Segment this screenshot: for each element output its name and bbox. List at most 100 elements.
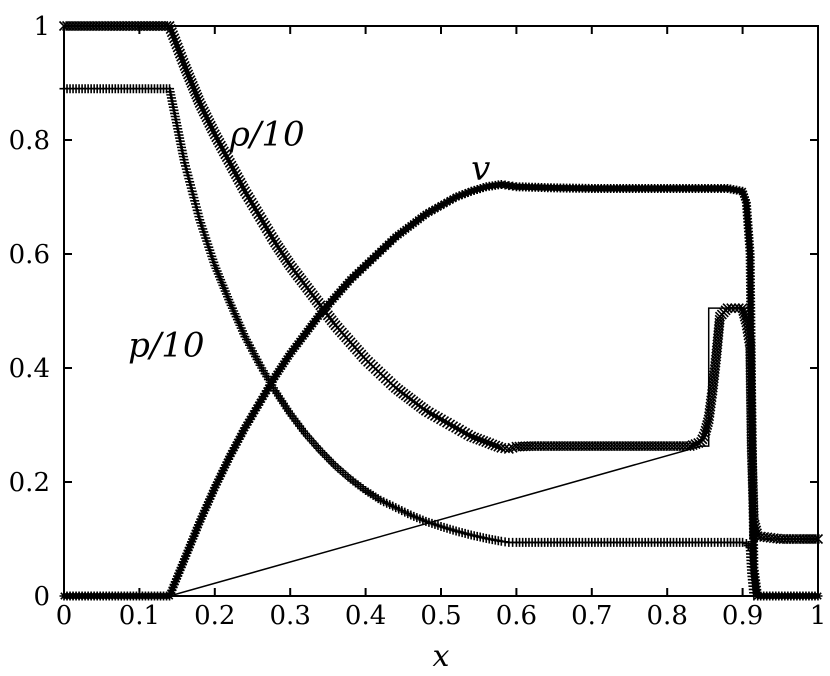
data-point-velocity xyxy=(229,443,239,453)
data-point-density xyxy=(256,214,267,225)
data-point-pressure xyxy=(326,457,336,467)
data-point-velocity xyxy=(194,520,204,530)
data-point-density xyxy=(218,146,229,157)
data-point-velocity xyxy=(189,531,199,541)
data-point-velocity xyxy=(214,474,224,484)
data-point-density xyxy=(687,440,698,451)
data-point-density xyxy=(438,415,450,427)
data-point-velocity xyxy=(165,591,175,601)
data-point-velocity xyxy=(173,571,183,581)
data-point-velocity xyxy=(243,417,253,427)
data-point-velocity xyxy=(469,185,479,195)
data-point-velocity xyxy=(427,206,437,216)
x-tick-label: 0.5 xyxy=(420,601,461,631)
data-point-velocity xyxy=(433,202,443,212)
annotations: ρ/10 v p/10 xyxy=(128,115,490,366)
data-point-density xyxy=(469,432,480,443)
data-point-velocity xyxy=(222,457,232,467)
data-point-velocity xyxy=(217,468,227,478)
data-point-velocity xyxy=(258,392,268,401)
data-point-velocity xyxy=(211,480,221,490)
data-point-density xyxy=(186,77,197,89)
data-point-density xyxy=(170,36,181,47)
data-point-density xyxy=(196,100,207,111)
data-point-density xyxy=(166,27,177,38)
data-point-density xyxy=(233,174,244,185)
annotation-velocity: v xyxy=(471,149,490,189)
data-point-density xyxy=(248,200,259,211)
data-point-velocity xyxy=(245,414,255,424)
data-point-velocity xyxy=(219,463,229,473)
data-point-density xyxy=(260,220,271,231)
data-point-density xyxy=(197,103,208,114)
y-tick-label: 0.8 xyxy=(9,126,50,156)
series-velocity xyxy=(59,179,823,601)
data-point-density xyxy=(180,63,191,74)
data-point-velocity xyxy=(478,183,488,193)
series-group xyxy=(58,20,824,601)
data-point-velocity xyxy=(253,400,263,410)
data-point-density xyxy=(457,426,468,437)
data-point-density xyxy=(698,431,709,442)
data-point-density xyxy=(241,189,252,200)
data-point-velocity xyxy=(188,534,198,544)
data-point-density xyxy=(211,132,222,143)
data-point-velocity xyxy=(740,195,750,205)
data-point-density xyxy=(235,177,246,188)
data-point-density xyxy=(700,425,711,436)
data-point-velocity xyxy=(242,420,252,430)
tick-labels: 0 0.1 0.2 0.3 0.4 0.5 0.6 0.7 0.8 0.9 1 0 0.2 0.4 0.6 0… xyxy=(9,12,827,631)
data-point-density xyxy=(192,92,203,103)
data-point-velocity xyxy=(174,568,184,578)
data-point-velocity xyxy=(204,497,214,507)
data-point-velocity xyxy=(178,557,188,567)
data-point-density xyxy=(249,203,261,214)
data-point-density xyxy=(191,89,202,100)
x-tick-label: 1 xyxy=(810,601,827,631)
data-point-density xyxy=(251,206,262,217)
data-point-density xyxy=(227,163,238,174)
data-point-velocity xyxy=(201,503,211,513)
data-point-density xyxy=(198,106,209,117)
data-point-density xyxy=(229,166,240,177)
data-point-density xyxy=(478,435,489,447)
data-point-velocity xyxy=(195,517,205,527)
data-point-density xyxy=(812,533,824,545)
data-point-velocity xyxy=(182,548,192,558)
data-point-density xyxy=(258,217,269,228)
data-point-density xyxy=(722,303,733,314)
data-point-velocity xyxy=(190,528,200,538)
data-point-density xyxy=(441,417,453,428)
y-tick-label: 0.4 xyxy=(9,354,50,384)
data-point-density xyxy=(429,410,441,421)
data-point-density xyxy=(209,129,220,140)
data-point-density xyxy=(190,86,201,97)
data-point-velocity xyxy=(183,545,193,555)
data-point-density xyxy=(223,154,234,166)
data-point-velocity xyxy=(210,483,220,493)
data-point-velocity xyxy=(235,431,245,441)
data-point-density xyxy=(699,428,710,439)
data-point-velocity xyxy=(192,523,202,533)
x-tick-label: 0.6 xyxy=(496,601,537,631)
x-axis-label: x xyxy=(433,639,450,674)
data-point-velocity xyxy=(177,560,187,570)
x-tick-label: 0 xyxy=(56,601,73,631)
data-point-density xyxy=(193,95,204,106)
data-point-velocity xyxy=(209,486,219,496)
x-tick-label: 0.3 xyxy=(270,601,311,631)
data-point-density xyxy=(181,66,193,77)
data-point-density xyxy=(238,183,249,194)
data-point-velocity xyxy=(248,409,258,419)
data-point-density xyxy=(183,69,194,80)
data-point-velocity xyxy=(181,551,191,561)
data-point-velocity xyxy=(265,380,275,390)
data-point-velocity xyxy=(267,377,277,387)
x-tick-label: 0.1 xyxy=(119,601,160,631)
data-point-density xyxy=(460,427,471,439)
data-point-velocity xyxy=(472,184,482,194)
series-density xyxy=(58,20,824,545)
x-tick-label: 0.4 xyxy=(345,601,386,631)
data-point-velocity xyxy=(187,537,197,547)
data-point-density xyxy=(701,422,712,433)
